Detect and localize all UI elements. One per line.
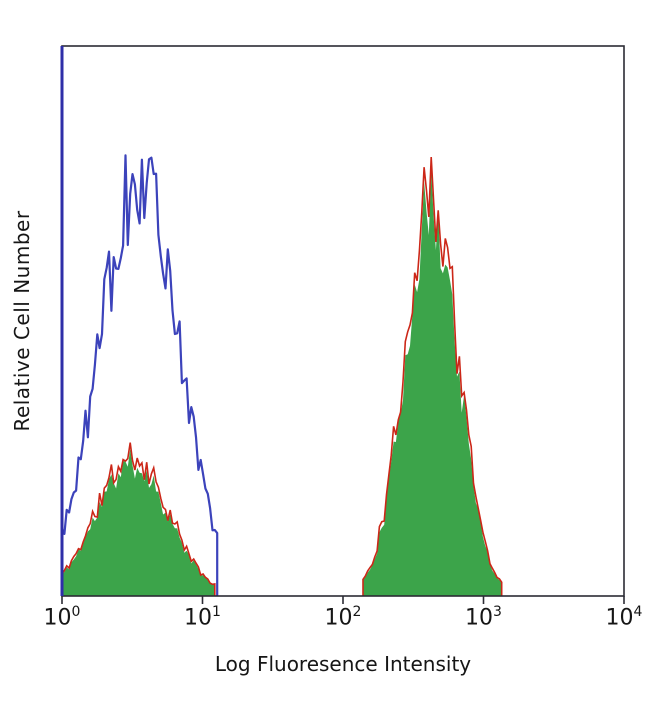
x-tick-label: 102 bbox=[324, 604, 362, 631]
x-tick-label: 103 bbox=[465, 604, 502, 631]
x-tick-label: 104 bbox=[605, 604, 643, 631]
control-histogram-outline bbox=[62, 154, 219, 596]
stained-histogram-outline bbox=[362, 156, 503, 596]
stained-histogram-fill bbox=[62, 448, 215, 596]
x-tick-label: 100 bbox=[43, 604, 81, 631]
stained-histogram-fill bbox=[363, 169, 502, 596]
x-axis-label: Log Fluoresence Intensity bbox=[214, 652, 472, 676]
stained-histogram-outline bbox=[62, 442, 216, 596]
x-tick-label: 101 bbox=[184, 604, 221, 631]
y-axis-label: Relative Cell Number bbox=[10, 210, 34, 432]
